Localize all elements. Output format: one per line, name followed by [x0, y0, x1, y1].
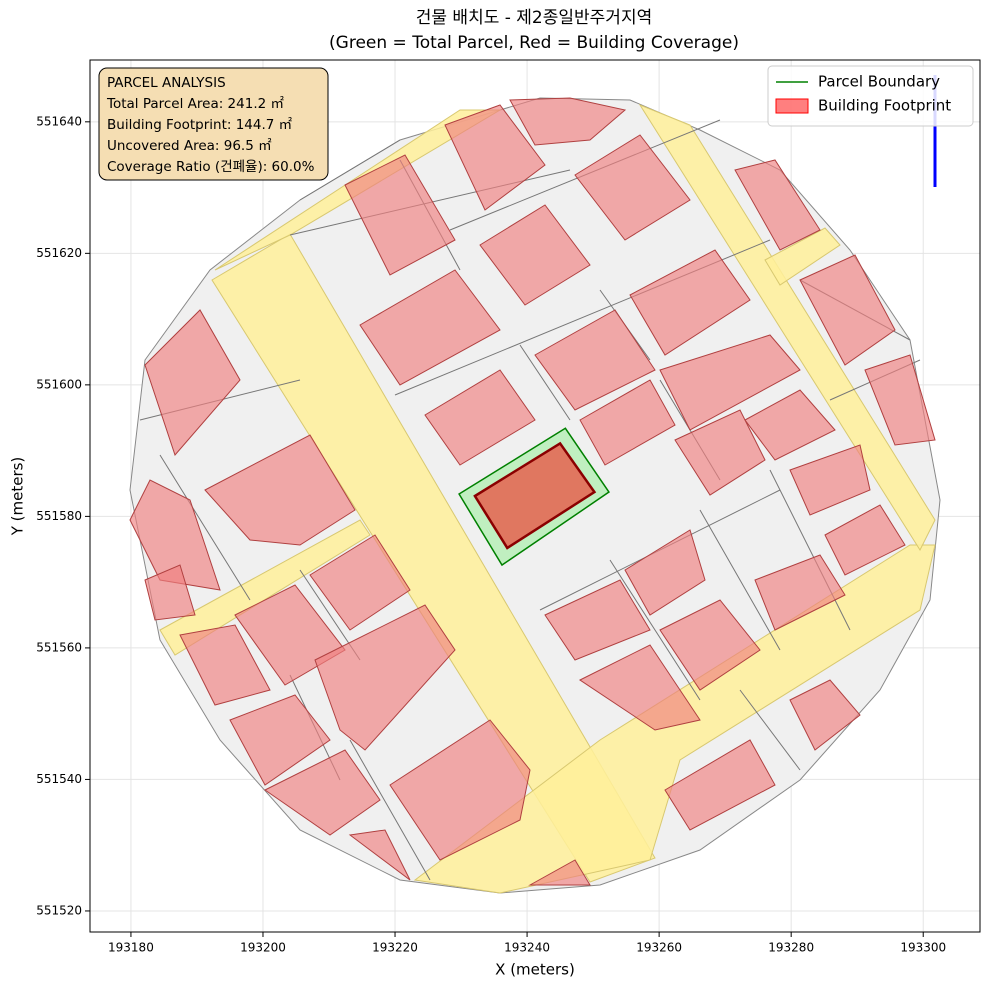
annotation-line: Uncovered Area: 96.5 ㎡ [107, 138, 272, 154]
context-building [674, 409, 766, 496]
context-building [344, 154, 456, 276]
y-tick-label: 551540 [36, 772, 82, 786]
context-building [359, 269, 501, 386]
context-building [309, 534, 411, 631]
context-building [824, 504, 906, 576]
context-building [144, 564, 196, 621]
x-tick-label: 193240 [504, 941, 550, 955]
annotation-background [98, 67, 329, 181]
context-building [348, 829, 411, 881]
legend: Parcel Boundary Building Footprint [767, 65, 974, 127]
context-building [544, 579, 651, 661]
context-building [204, 434, 356, 546]
context-building [144, 309, 241, 456]
context-building [579, 644, 701, 731]
annotation-line: Total Parcel Area: 241.2 ㎡ [106, 96, 284, 112]
legend-frame [767, 65, 974, 127]
y-tick-label: 551520 [36, 903, 82, 917]
axes-frame [89, 59, 981, 933]
legend-label: Parcel Boundary [818, 73, 940, 91]
context-building [574, 134, 691, 241]
marks [458, 427, 610, 567]
legend-swatch [775, 98, 809, 114]
x-tick-label: 193300 [900, 941, 946, 955]
context-map [129, 75, 941, 894]
context-building [129, 479, 221, 591]
context-building [629, 249, 751, 356]
context-building [624, 529, 706, 616]
annotation-box: PARCEL ANALYSIS Total Parcel Area: 241.2 … [98, 67, 329, 181]
context-building [659, 334, 801, 431]
y-tick-label: 551560 [36, 640, 82, 654]
x-tick-label: 193220 [372, 941, 418, 955]
context-building [424, 369, 536, 466]
y-axis-label: Y (meters) [9, 457, 27, 537]
context-building [799, 254, 896, 366]
context-building [314, 604, 456, 751]
context-building [744, 389, 836, 461]
building-footprint [473, 441, 597, 550]
x-tick-label: 193180 [108, 941, 154, 955]
context-building [444, 104, 546, 211]
context-building [229, 694, 331, 786]
context-building [864, 354, 936, 446]
x-tick-label: 193200 [240, 941, 286, 955]
context-building [754, 554, 846, 631]
context-building [534, 309, 656, 411]
x-tick-label: 193280 [768, 941, 814, 955]
legend-label: Building Footprint [818, 97, 951, 115]
y-tick-label: 551580 [36, 509, 82, 523]
y-tick-label: 551640 [36, 114, 82, 128]
context-building [389, 719, 531, 861]
annotation-line: Coverage Ratio (건폐율): 60.0% [107, 159, 315, 175]
context-building [734, 159, 821, 251]
context-building [264, 749, 381, 836]
road [159, 519, 371, 656]
y-tick-label: 551620 [36, 246, 82, 260]
annotation-line: Building Footprint: 144.7 ㎡ [107, 117, 293, 133]
x-tick-label: 193260 [636, 941, 682, 955]
chart-title: 건물 배치도 - 제2종일반주거지역 [416, 8, 652, 28]
context-building [509, 97, 627, 146]
context-building [479, 204, 591, 306]
context-building [659, 599, 761, 691]
context-building [179, 624, 271, 706]
context-building [664, 739, 776, 831]
context-building [528, 859, 591, 886]
road [638, 103, 936, 552]
context-building [789, 679, 861, 751]
road [764, 227, 841, 286]
x-axis-label: X (meters) [495, 961, 575, 979]
annotation-line: PARCEL ANALYSIS [107, 75, 226, 91]
y-tick-label: 551600 [36, 377, 82, 391]
context-building [579, 379, 676, 466]
chart-subtitle: (Green = Total Parcel, Red = Building Co… [329, 33, 739, 53]
road [211, 233, 656, 883]
context-building [789, 444, 871, 516]
